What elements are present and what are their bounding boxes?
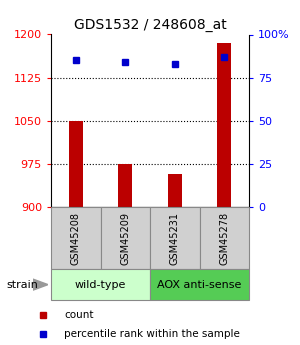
FancyBboxPatch shape (200, 207, 249, 269)
Bar (217, 43, 231, 207)
Text: wild-type: wild-type (75, 280, 126, 289)
Bar (168, 174, 182, 207)
Text: GSM45208: GSM45208 (71, 211, 81, 265)
FancyBboxPatch shape (51, 269, 150, 300)
Text: AOX anti-sense: AOX anti-sense (157, 280, 242, 289)
Text: GSM45209: GSM45209 (120, 211, 130, 265)
Title: GDS1532 / 248608_at: GDS1532 / 248608_at (74, 18, 226, 32)
FancyBboxPatch shape (51, 207, 100, 269)
Text: GSM45231: GSM45231 (170, 211, 180, 265)
Text: GSM45278: GSM45278 (219, 211, 229, 265)
Polygon shape (33, 279, 48, 290)
Bar (69, 121, 83, 207)
FancyBboxPatch shape (100, 207, 150, 269)
FancyBboxPatch shape (150, 269, 249, 300)
Text: count: count (64, 310, 94, 319)
Text: percentile rank within the sample: percentile rank within the sample (64, 329, 240, 339)
FancyBboxPatch shape (150, 207, 200, 269)
Text: strain: strain (6, 280, 38, 289)
Bar (118, 164, 132, 207)
